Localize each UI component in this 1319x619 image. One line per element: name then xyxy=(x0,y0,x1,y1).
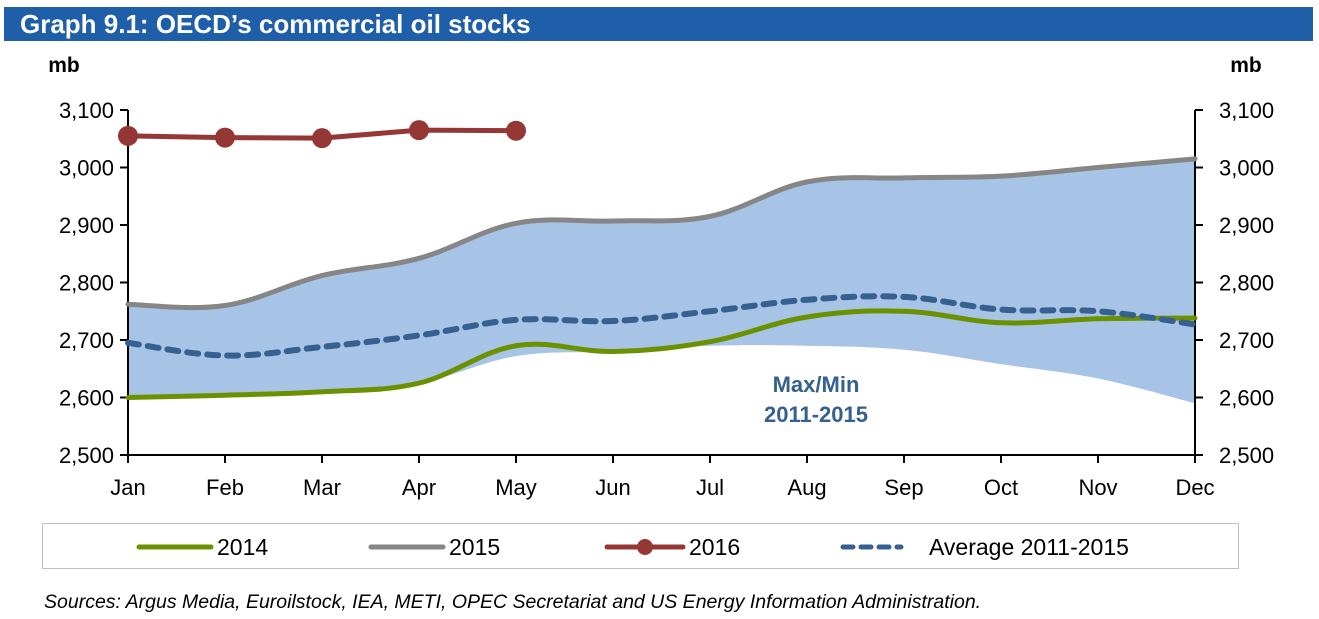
max-min-band xyxy=(128,158,1195,404)
y-tick-label-left: 2,900 xyxy=(59,213,114,238)
band-label-line2: 2011-2015 xyxy=(764,402,868,427)
series-line-2015 xyxy=(125,156,1198,311)
y-tick-label-left: 3,100 xyxy=(59,98,114,123)
series-marker-2016 xyxy=(506,120,526,141)
x-tick-label: Jul xyxy=(696,475,724,500)
legend-swatch-2016 xyxy=(604,539,686,555)
x-tick-label: Dec xyxy=(1175,475,1214,500)
y-tick-label-left: 2,500 xyxy=(59,443,114,468)
series-marker-2016 xyxy=(409,120,429,141)
x-tick-label: May xyxy=(495,475,537,500)
sources-note: Sources: Argus Media, Euroilstock, IEA, … xyxy=(44,591,982,613)
x-tick-label: Jan xyxy=(110,475,145,500)
legend-label: 2015 xyxy=(449,533,501,560)
y-tick-label-right: 2,600 xyxy=(1219,386,1274,411)
x-tick-label: Aug xyxy=(787,475,826,500)
legend-swatch-average xyxy=(840,544,904,550)
y-tick-label-right: 2,500 xyxy=(1219,443,1274,468)
title-bar: Graph 9.1: OECD’s commercial oil stocks xyxy=(4,7,1313,41)
y-tick-label-left: 3,000 xyxy=(59,156,114,181)
y-axis-label-left: mb xyxy=(48,54,80,77)
y-tick-label-right: 3,000 xyxy=(1219,156,1274,181)
series-marker-2016 xyxy=(312,128,332,149)
chart-title: Graph 9.1: OECD’s commercial oil stocks xyxy=(20,9,531,39)
legend: 2014 2015 2016 Average 2011-2015 xyxy=(42,523,1239,569)
y-tick-label-left: 2,600 xyxy=(59,386,114,411)
band-label-line1: Max/Min xyxy=(773,372,860,397)
y-tick-label-left: 2,700 xyxy=(59,328,114,353)
y-tick-label-right: 2,900 xyxy=(1219,213,1274,238)
x-tick-label: Oct xyxy=(984,475,1018,500)
legend-item-average: Average 2011-2015 xyxy=(839,524,1129,570)
legend-swatch-2014 xyxy=(136,544,214,550)
series-marker-2016 xyxy=(118,125,138,146)
y-tick-label-right: 2,800 xyxy=(1219,271,1274,296)
legend-label: Average 2011-2015 xyxy=(929,533,1129,560)
x-tick-label: Sep xyxy=(884,475,923,500)
x-tick-label: Mar xyxy=(303,475,341,500)
series-marker-2016 xyxy=(215,127,235,148)
y-tick-label-right: 2,700 xyxy=(1219,328,1274,353)
legend-item-2014: 2014 xyxy=(135,524,268,570)
legend-label: 2014 xyxy=(217,533,269,560)
x-tick-label: Jun xyxy=(595,475,630,500)
chart-plot: mb mb 2,500 2,500 2,600 2,600 2,700 2,700 2,80… xyxy=(48,54,1274,500)
series-line-2014 xyxy=(125,308,1198,400)
y-tick-label-left: 2,800 xyxy=(59,271,114,296)
legend-swatch-2015 xyxy=(368,544,446,550)
x-tick-label: Nov xyxy=(1078,475,1117,500)
legend-item-2016: 2016 xyxy=(603,524,740,570)
legend-label: 2016 xyxy=(689,533,741,560)
series-line-average-2011-2015 xyxy=(125,293,1198,359)
legend-item-2015: 2015 xyxy=(367,524,500,570)
y-tick-label-right: 3,100 xyxy=(1219,98,1274,123)
x-tick-label: Apr xyxy=(402,475,436,500)
y-axis-label-right: mb xyxy=(1230,54,1262,77)
x-tick-label: Feb xyxy=(206,475,244,500)
